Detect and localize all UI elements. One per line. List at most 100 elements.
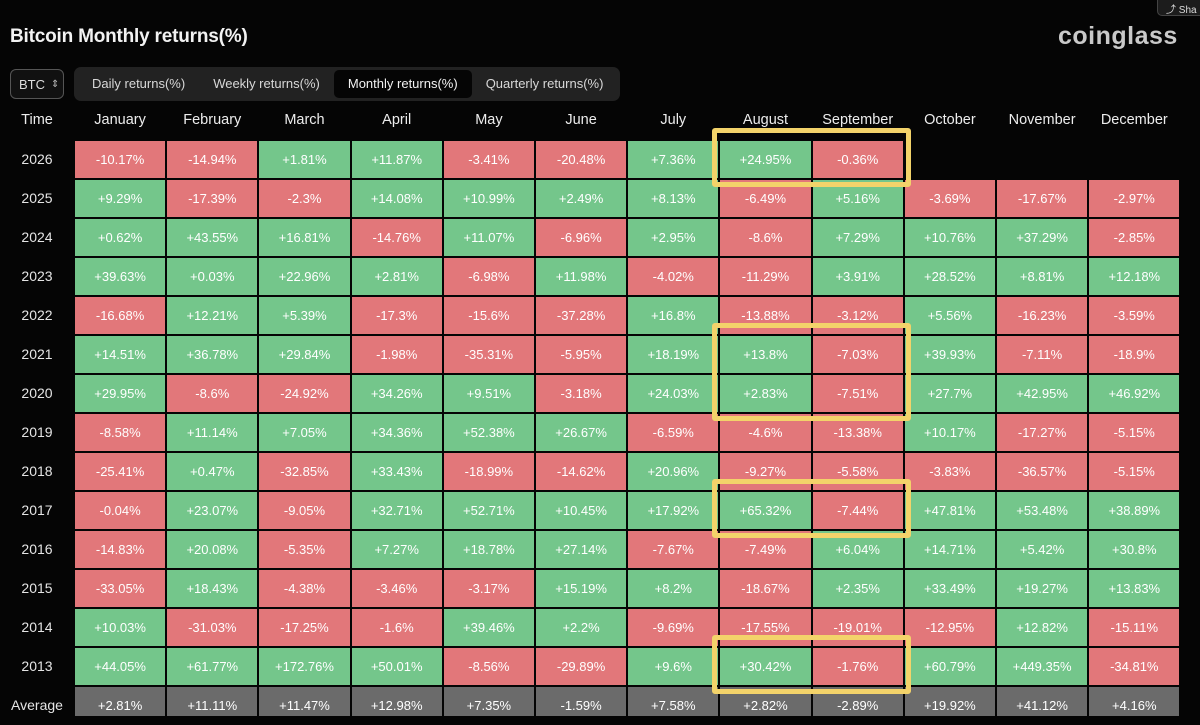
return-cell: -6.96% (535, 218, 628, 257)
return-cell: +2.49% (535, 179, 628, 218)
return-cell: -3.41% (442, 140, 535, 179)
column-header-september: September (822, 112, 894, 128)
return-cell: +3.91% (811, 257, 904, 296)
return-cell: +17.92% (627, 491, 720, 530)
asset-selector[interactable]: BTC ⇕ (10, 69, 64, 99)
row-label-year: 2025 (21, 190, 53, 206)
return-cell: -18.67% (719, 569, 812, 608)
return-cell: -14.83% (74, 530, 167, 569)
return-cell: +7.05% (258, 413, 351, 452)
return-cell: +15.19% (535, 569, 628, 608)
return-cell: -5.35% (258, 530, 351, 569)
return-cell: +29.84% (258, 335, 351, 374)
return-cell: +33.43% (350, 452, 443, 491)
return-cell: -2.85% (1088, 218, 1181, 257)
return-cell: -5.15% (1088, 413, 1181, 452)
return-cell: +2.95% (627, 218, 720, 257)
return-cell: -34.81% (1088, 647, 1181, 686)
return-cell: +0.03% (166, 257, 259, 296)
return-cell: +30.42% (719, 647, 812, 686)
return-cell: +18.19% (627, 335, 720, 374)
column-header-june: June (565, 112, 597, 128)
return-cell: +10.76% (903, 218, 996, 257)
return-cell: -7.11% (996, 335, 1089, 374)
return-cell: -0.36% (811, 140, 904, 179)
tab-weekly-returns[interactable]: Weekly returns(%) (213, 76, 320, 91)
return-cell: -3.59% (1088, 296, 1181, 335)
return-cell: +30.8% (1088, 530, 1181, 569)
return-cell: +53.48% (996, 491, 1089, 530)
return-cell: +9.51% (442, 374, 535, 413)
return-cell: +47.81% (903, 491, 996, 530)
return-cell: -25.41% (74, 452, 167, 491)
return-cell: +38.89% (1088, 491, 1181, 530)
return-cell: -10.17% (74, 140, 167, 179)
return-cell: +7.36% (627, 140, 720, 179)
return-cell: +8.2% (627, 569, 720, 608)
return-cell: +52.71% (442, 491, 535, 530)
return-cell: +449.35% (996, 647, 1089, 686)
row-label-year: 2016 (21, 541, 53, 557)
return-cell: -8.56% (442, 647, 535, 686)
column-header-december: December (1100, 112, 1168, 128)
column-header-march: March (284, 112, 325, 128)
return-cell: -29.89% (535, 647, 628, 686)
return-cell: +24.95% (719, 140, 812, 179)
return-cell: -2.3% (258, 179, 351, 218)
return-cell: -8.58% (74, 413, 167, 452)
return-cell: +22.96% (258, 257, 351, 296)
return-cell: +12.18% (1088, 257, 1181, 296)
return-cell: +18.78% (442, 530, 535, 569)
return-cell: +34.36% (350, 413, 443, 452)
average-cell: +11.11% (166, 686, 259, 717)
return-cell: -6.59% (627, 413, 720, 452)
return-cell: +9.29% (74, 179, 167, 218)
tab-quarterly-returns[interactable]: Quarterly returns(%) (485, 76, 604, 91)
return-cell: +39.46% (442, 608, 535, 647)
return-cell: +50.01% (350, 647, 443, 686)
return-cell: -17.67% (996, 179, 1089, 218)
return-cell: +2.81% (350, 257, 443, 296)
return-cell: +32.71% (350, 491, 443, 530)
return-cell: +0.62% (74, 218, 167, 257)
return-cell: -14.76% (350, 218, 443, 257)
return-cell: +11.98% (535, 257, 628, 296)
share-button[interactable]: ⤴ Sha (1157, 0, 1200, 16)
return-cell: -15.11% (1088, 608, 1181, 647)
average-cell: +2.81% (74, 686, 167, 717)
return-cell: +24.03% (627, 374, 720, 413)
return-cell: -8.6% (166, 374, 259, 413)
return-cell: -3.69% (903, 179, 996, 218)
average-cell: +41.12% (996, 686, 1089, 717)
return-cell: +11.14% (166, 413, 259, 452)
return-cell: +60.79% (903, 647, 996, 686)
return-cell: +34.26% (350, 374, 443, 413)
tab-monthly-returns[interactable]: Monthly returns(%) (333, 70, 472, 98)
tab-daily-returns[interactable]: Daily returns(%) (92, 76, 186, 91)
return-cell: +14.08% (350, 179, 443, 218)
return-cell: -36.57% (996, 452, 1089, 491)
return-cell: -18.99% (442, 452, 535, 491)
return-cell: -9.05% (258, 491, 351, 530)
return-cell: +172.76% (258, 647, 351, 686)
return-cell: +39.93% (903, 335, 996, 374)
return-cell: -19.01% (811, 608, 904, 647)
return-cell: +27.7% (903, 374, 996, 413)
return-cell: +42.95% (996, 374, 1089, 413)
return-cell: +11.87% (350, 140, 443, 179)
average-cell: +4.16% (1088, 686, 1181, 717)
return-cell: -17.27% (996, 413, 1089, 452)
return-cell: -4.38% (258, 569, 351, 608)
average-cell: +19.92% (903, 686, 996, 717)
return-cell: -20.48% (535, 140, 628, 179)
return-cell: -33.05% (74, 569, 167, 608)
average-cell: +7.58% (627, 686, 720, 717)
return-cell: -31.03% (166, 608, 259, 647)
column-header-may: May (475, 112, 503, 128)
return-cell: -17.3% (350, 296, 443, 335)
row-label-year: 2015 (21, 580, 53, 596)
return-cell: -15.6% (442, 296, 535, 335)
row-label-year: 2024 (21, 229, 53, 245)
return-cell: +5.39% (258, 296, 351, 335)
return-cell: -3.18% (535, 374, 628, 413)
